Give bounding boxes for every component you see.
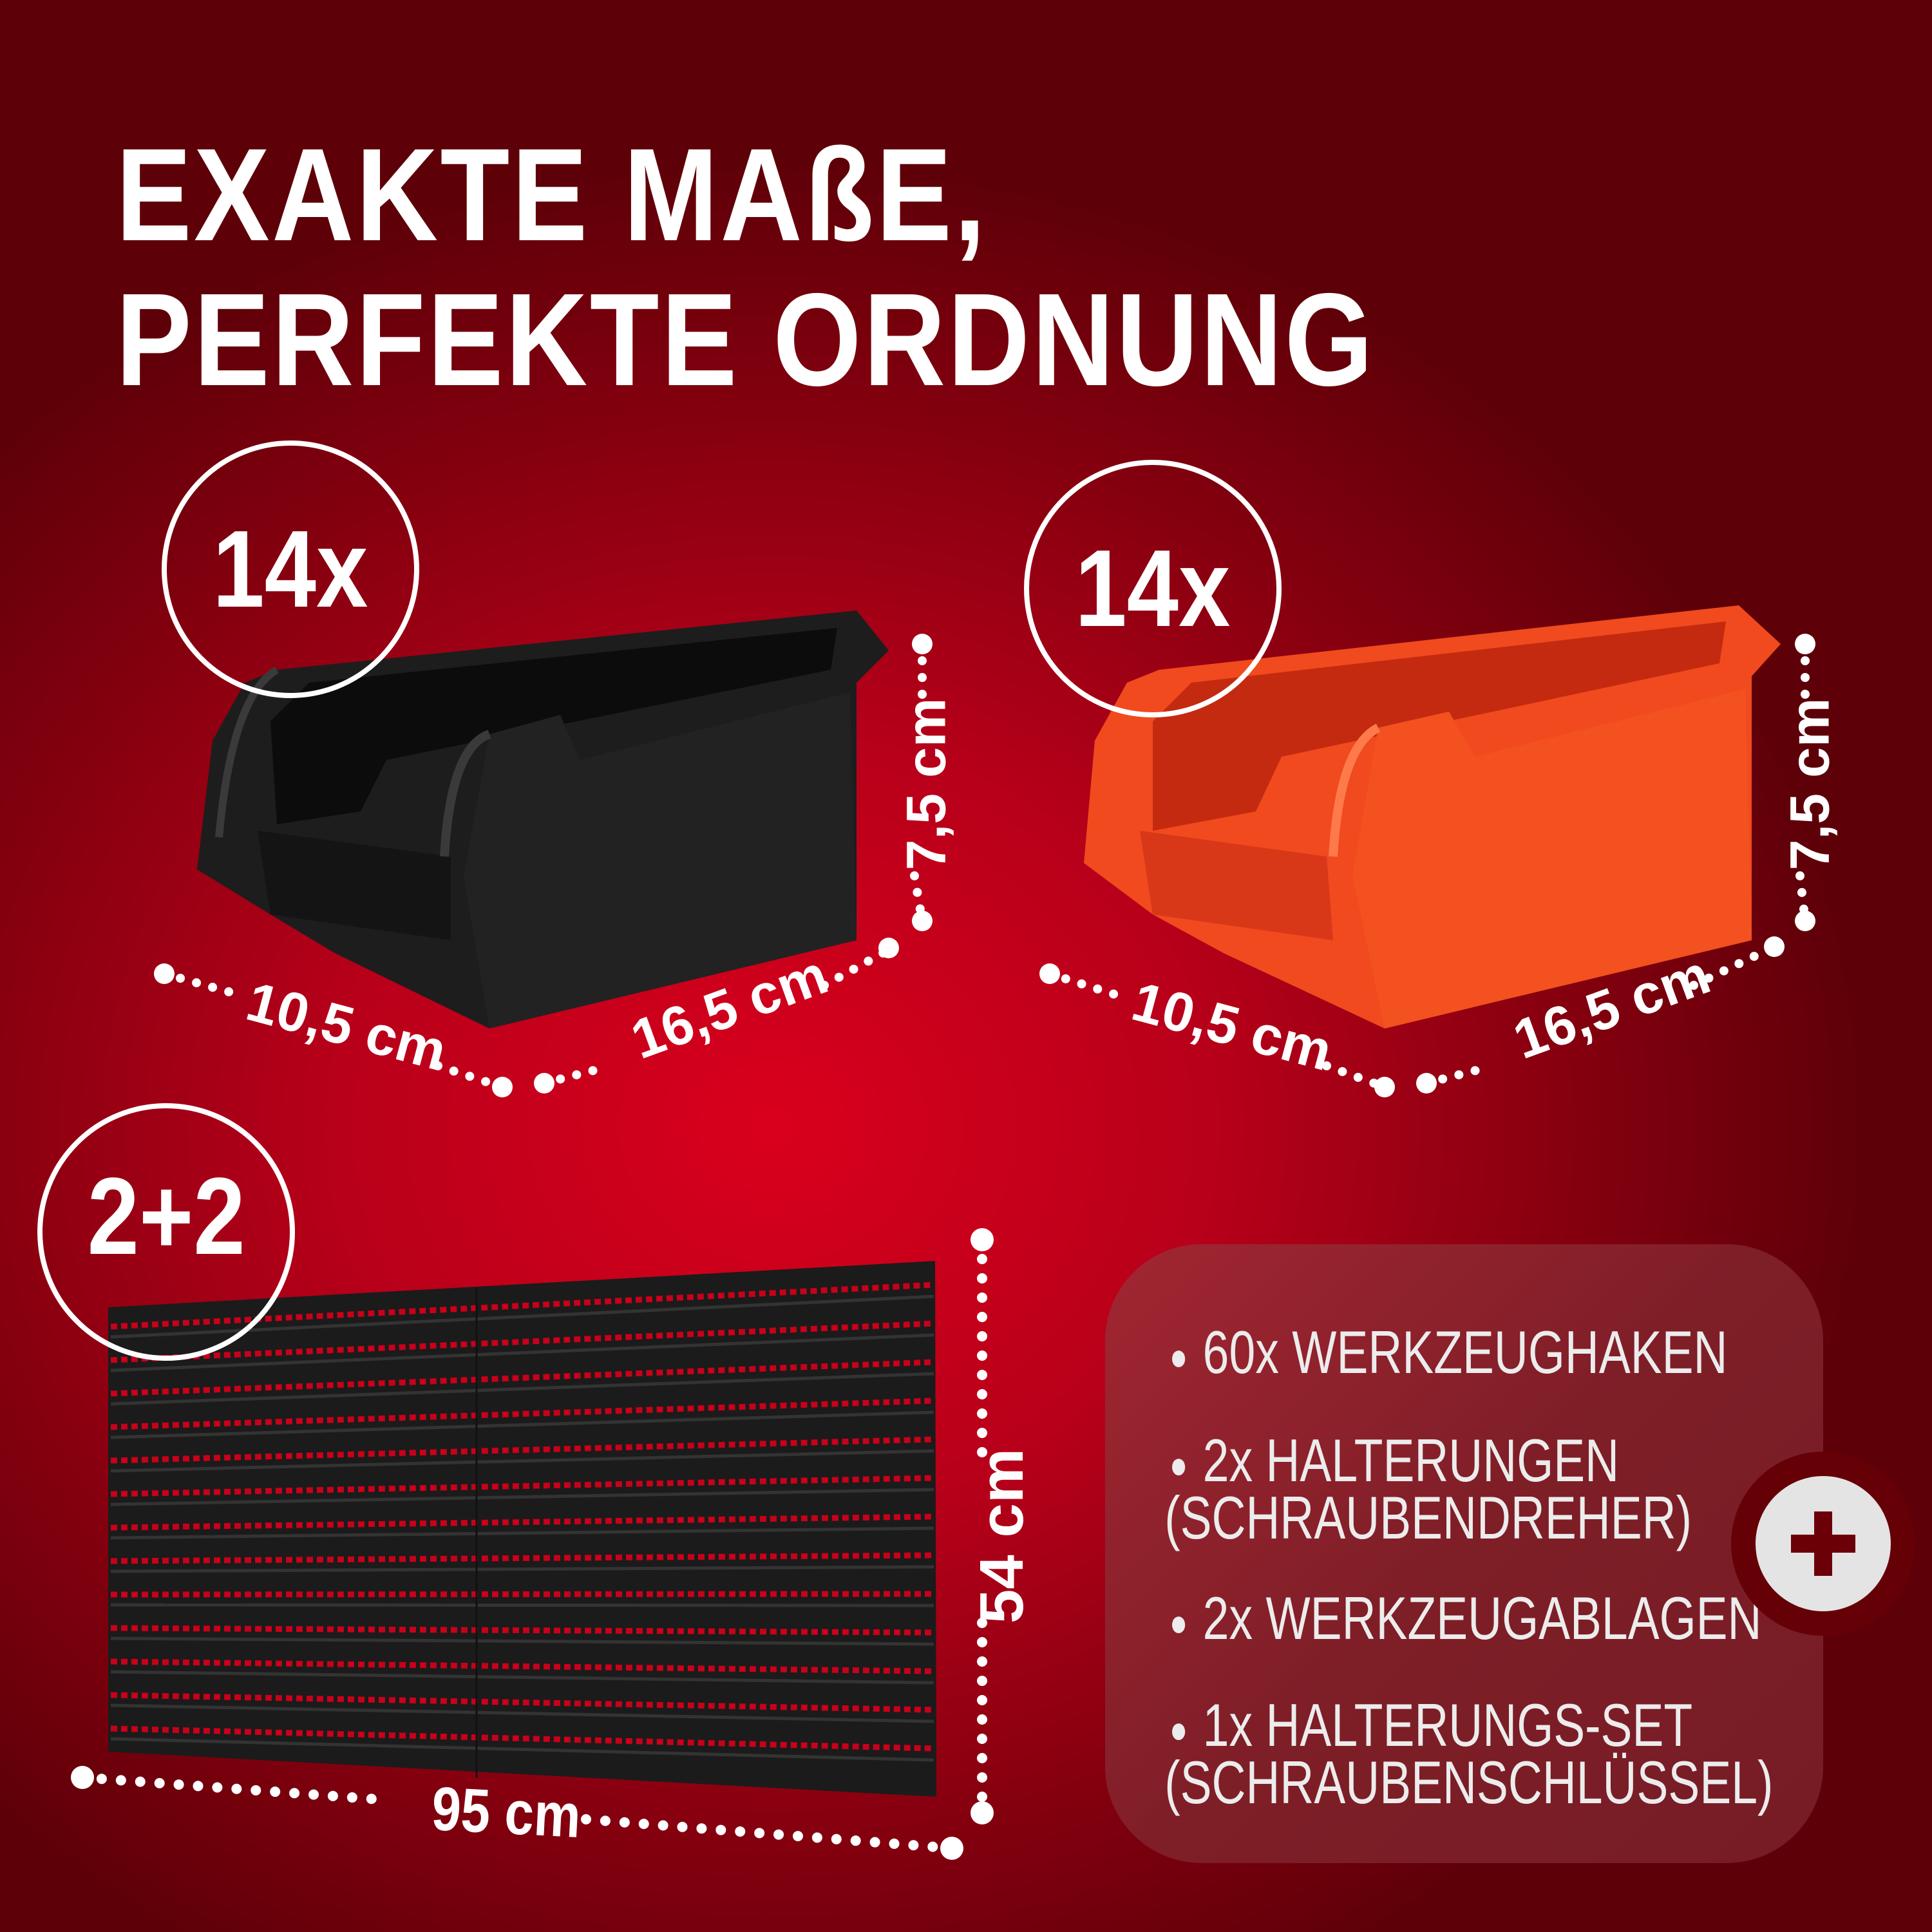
panel-rail: [110, 1488, 934, 1506]
extras-item-1: ● 60x WERKZEUGHAKEN: [1170, 1318, 1728, 1386]
headline-line-2: PERFEKTE ORDNUNG: [116, 266, 1376, 413]
black-bin-count-badge: 14x: [162, 440, 419, 698]
orange-bin-height-label: 7,5 cm: [1779, 697, 1841, 871]
hook-slot-row: [110, 1591, 934, 1598]
black-bin-image: [197, 611, 889, 1028]
hook-slot-row: [110, 1320, 934, 1363]
headline-line-1: EXAKTE MAßE,: [116, 121, 988, 269]
hook-slot-row: [110, 1436, 934, 1464]
extras-item-3: ● 2x WERKZEUGABLAGEN: [1170, 1584, 1762, 1652]
extras-item-2: ● 2x HALTERUNGEN (SCHRAUBENDREHER): [1164, 1426, 1692, 1552]
orange-bin-count-badge: 14x: [1024, 460, 1282, 717]
hook-slot-row: [110, 1397, 934, 1430]
extras-box: ● 60x WERKZEUGHAKEN ● 2x HALTERUNGEN (SCHRA…: [1105, 1244, 1823, 1863]
panel-rail: [110, 1670, 934, 1685]
panel-count: 2+2: [87, 1155, 245, 1278]
panel-rail: [110, 1333, 934, 1372]
hook-slot-row: [110, 1692, 934, 1713]
headline: EXAKTE MAßE, PERFEKTE ORDNUNG: [116, 122, 1375, 412]
hook-slot-row: [110, 1475, 934, 1497]
hook-slot-row: [110, 1552, 934, 1564]
dimension-lines: [77, 639, 1810, 1853]
black-bin-count: 14x: [213, 508, 368, 630]
panel-rail: [110, 1636, 934, 1646]
panel-height-label: 54 cm: [967, 1448, 1037, 1624]
panel-rail: [110, 1526, 934, 1540]
panel-rail: [110, 1737, 934, 1762]
wall-panel-image: [108, 1261, 936, 1797]
hook-slot-row: [110, 1513, 934, 1531]
dimension-end-dots: [71, 634, 1815, 1860]
extras-item-4: ● 1x HALTERUNGS-SET (SCHRAUBENSCHLÜSSEL): [1164, 1691, 1774, 1817]
orange-bin-count: 14x: [1075, 527, 1231, 650]
hook-slot-row: [110, 1658, 934, 1674]
hook-slot-row: [110, 1359, 934, 1397]
panel-rail: [110, 1372, 934, 1406]
panel-rail: [110, 1565, 934, 1573]
hook-slot-row: [110, 1725, 934, 1752]
panel-rail: [110, 1703, 934, 1723]
orange-bin-image: [1084, 605, 1781, 1028]
plus-icon: [1756, 1476, 1891, 1611]
black-bin-height-label: 7,5 cm: [895, 697, 958, 871]
panel-rail: [110, 1449, 934, 1473]
panel-width-label: 95 cm: [430, 1774, 583, 1851]
panel-count-badge: 2+2: [37, 1103, 295, 1361]
panel-rail: [110, 1410, 934, 1439]
hook-slot-row: [110, 1625, 934, 1636]
